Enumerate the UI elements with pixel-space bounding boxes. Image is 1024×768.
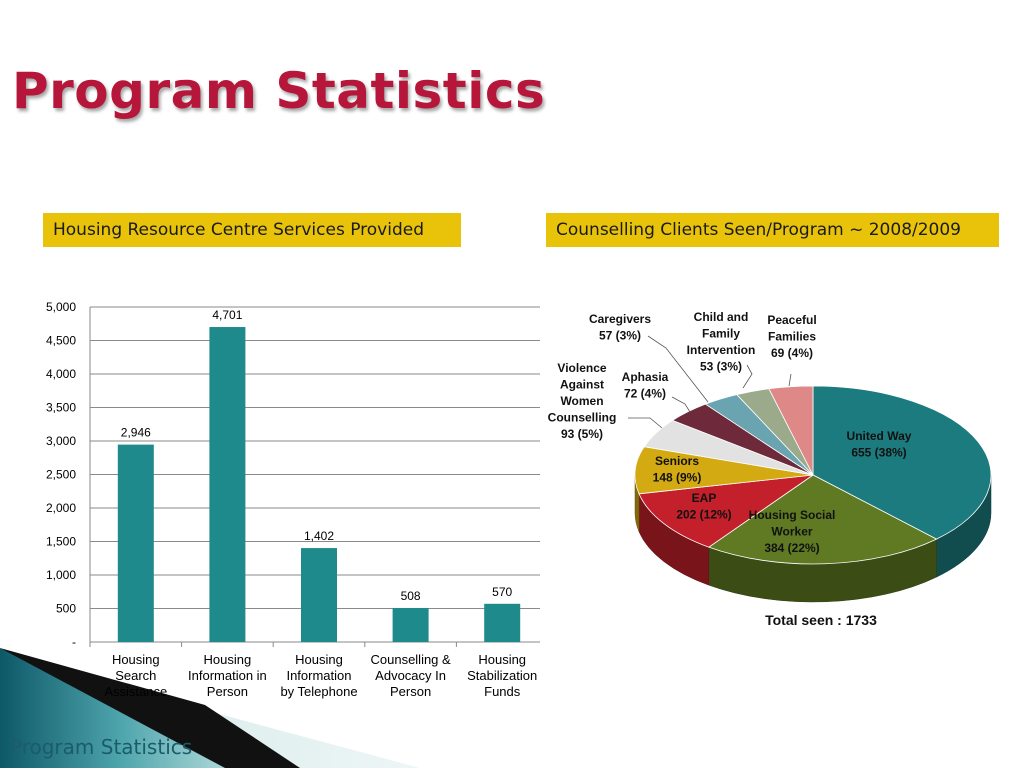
leader-line <box>671 396 691 413</box>
pie-slice-label-line: 93 (5%) <box>561 427 603 441</box>
data-label: 2,946 <box>121 426 151 440</box>
pie-slice-label-line: Intervention <box>687 343 756 357</box>
pie-slice-label: Peaceful Families 69 (4%) <box>767 313 816 360</box>
category-label-line: Counselling & <box>370 652 451 667</box>
pie-slice-label-line: Against <box>560 378 604 392</box>
y-tick-label: 2,500 <box>46 468 76 482</box>
data-label: 4,701 <box>212 308 242 322</box>
category-label: Housing Search Assistance <box>104 652 167 699</box>
y-tick-label: 3,500 <box>46 401 76 415</box>
pie-slice-label-line: Housing Social <box>749 508 836 522</box>
bar <box>209 327 246 642</box>
category-label-line: Housing <box>204 652 252 667</box>
pie-slice-label: Violence Against Women Counselling 93 (5%) <box>548 361 617 441</box>
category-label: Counselling & Advocacy In Person <box>370 652 451 699</box>
category-label-line: Information <box>286 668 351 683</box>
pie-slice-label: Seniors 148 (9%) <box>653 454 702 485</box>
pie-slice-label-line: Women <box>560 394 603 408</box>
category-label-line: Funds <box>484 684 521 699</box>
y-tick-label: - <box>72 635 76 649</box>
y-tick-label: 500 <box>56 602 76 616</box>
pie-slice-label-line: Aphasia <box>622 370 669 384</box>
pie-slice-label: EAP 202 (12%) <box>676 491 731 522</box>
bar <box>301 548 337 642</box>
bar-chart: - 500 1,000 1,500 2,000 2,500 3,000 3,500 4,000 4… <box>46 300 540 699</box>
category-label-line: by Telephone <box>280 684 357 699</box>
pie-slice-label-line: United Way <box>847 429 912 443</box>
bar-chart-title: Housing Resource Centre Services Provide… <box>43 213 461 247</box>
data-label: 570 <box>492 585 512 599</box>
pie-slice-label-line: Peaceful <box>767 313 816 327</box>
pie-slice-label: United Way 655 (38%) <box>847 429 912 460</box>
pie-slice-label-line: Child and <box>694 310 749 324</box>
y-tick-label: 1,000 <box>46 568 76 582</box>
bar <box>392 607 429 642</box>
pie-slice-label-line: Seniors <box>655 454 699 468</box>
pie-slice-label-line: Families <box>768 330 816 344</box>
y-tick-label: 3,000 <box>46 434 76 448</box>
category-label: Housing Information by Telephone <box>280 652 357 699</box>
category-label-line: Housing <box>112 652 160 667</box>
pie-slice-label: Caregivers 57 (3%) <box>589 312 651 343</box>
category-label-line: Information in <box>188 668 267 683</box>
pie-slice <box>638 474 814 548</box>
footer-title: Program Statistics <box>10 735 193 759</box>
pie-slice-label-line: 655 (38%) <box>851 446 906 460</box>
category-label-line: Person <box>207 684 248 699</box>
category-label-line: Person <box>390 684 431 699</box>
pie-chart-title: Counselling Clients Seen/Program ~ 2008/… <box>546 213 999 247</box>
category-label: Housing Information in Person <box>188 652 267 699</box>
pie-slice <box>768 385 814 476</box>
pie-slice <box>812 385 992 540</box>
pie-slice-label-line: 69 (4%) <box>771 346 813 360</box>
y-tick-label: 1,500 <box>46 535 76 549</box>
pie-slice-label-line: 53 (3%) <box>700 360 742 374</box>
category-label-line: Assistance <box>104 684 167 699</box>
pie-slice-label: Aphasia 72 (4%) <box>622 370 669 401</box>
pie-slice-label-line: 384 (22%) <box>764 541 819 555</box>
pie-slice <box>634 446 814 495</box>
pie-slice-label-line: Worker <box>771 525 812 539</box>
bar <box>484 603 521 642</box>
y-tick-label: 4,500 <box>46 334 76 348</box>
pie-slice-label-line: Violence <box>557 361 606 375</box>
swoosh-dark <box>0 648 300 768</box>
pie-chart: United Way 655 (38%) Housing Social Worker 3… <box>548 310 992 628</box>
pie-slice <box>707 474 938 565</box>
leader-line <box>788 373 792 387</box>
category-label-line: Stabilization <box>467 668 537 683</box>
pie-slice-label-line: Caregivers <box>589 312 651 326</box>
category-label: Housing Stabilization Funds <box>467 652 537 699</box>
pie-total-label: Total seen : 1733 <box>765 612 877 628</box>
slide-title: Program Statistics <box>12 62 546 120</box>
pie-slice-label: Housing Social Worker 384 (22%) <box>749 508 836 555</box>
pie-slice-label-line: EAP <box>692 491 717 505</box>
category-label-line: Housing <box>295 652 343 667</box>
pie-slice-label-line: Counselling <box>548 411 617 425</box>
leader-line <box>742 364 753 389</box>
pie-slice-label-line: 57 (3%) <box>599 329 641 343</box>
pie-slice-label-line: Family <box>702 327 740 341</box>
y-tick-label: 2,000 <box>46 501 76 515</box>
pie-side-walls <box>634 474 992 603</box>
data-label: 508 <box>401 589 421 603</box>
category-label-line: Housing <box>478 652 526 667</box>
pie-slice-label-line: 148 (9%) <box>653 471 702 485</box>
data-label: 1,402 <box>304 529 334 543</box>
leader-line <box>628 417 663 429</box>
pie-slice-label: Child and Family Intervention 53 (3%) <box>687 310 756 374</box>
category-label-line: Search <box>115 668 156 683</box>
pie-slice-label-line: 202 (12%) <box>676 508 731 522</box>
y-tick-label: 4,000 <box>46 367 76 381</box>
leader-line <box>647 335 709 403</box>
pie-slice-label-line: 72 (4%) <box>624 387 666 401</box>
bar <box>117 444 154 642</box>
category-label-line: Advocacy In <box>375 668 446 683</box>
y-tick-label: 5,000 <box>46 300 76 314</box>
